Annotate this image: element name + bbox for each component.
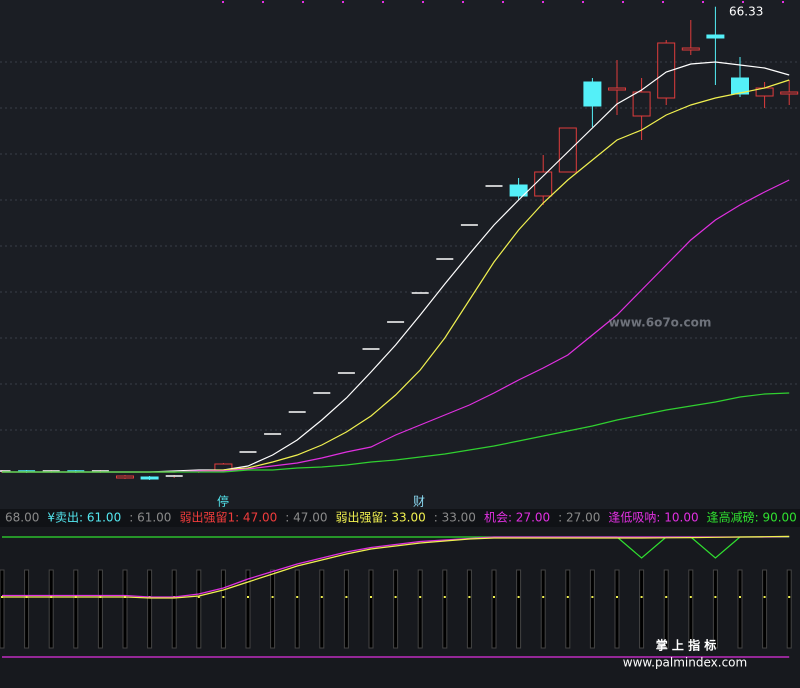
column bbox=[97, 569, 103, 649]
indicator-label: 68.00 bbox=[5, 511, 39, 525]
dot bbox=[788, 596, 791, 598]
dot bbox=[616, 596, 618, 598]
column bbox=[491, 569, 497, 649]
column bbox=[589, 569, 595, 649]
column bbox=[73, 569, 79, 649]
indicator-line bbox=[2, 535, 790, 599]
indicator-label: 逢低吸呐: 10.00 bbox=[608, 511, 698, 525]
column bbox=[614, 569, 620, 649]
column bbox=[171, 569, 177, 649]
candle-body bbox=[706, 34, 725, 39]
indicator-label: : 27.00 bbox=[558, 511, 600, 525]
candle-body bbox=[632, 91, 651, 117]
dot bbox=[419, 596, 422, 598]
watermark: 掌 上 指 标 bbox=[656, 638, 717, 653]
column bbox=[0, 569, 5, 649]
indicator-label: : 33.00 bbox=[434, 511, 476, 525]
dot bbox=[665, 596, 668, 598]
column bbox=[442, 569, 448, 649]
column bbox=[24, 569, 30, 649]
high-label: 66.33 bbox=[729, 5, 763, 19]
dot bbox=[394, 596, 397, 598]
top-dots bbox=[222, 1, 784, 3]
indicator-label: ¥卖出: 61.00 bbox=[47, 511, 121, 525]
indicator-label: : 47.00 bbox=[285, 511, 327, 525]
candle-body bbox=[140, 476, 159, 480]
dot bbox=[689, 596, 692, 598]
dot bbox=[714, 596, 717, 598]
annotation: 财 bbox=[413, 495, 425, 509]
dot bbox=[222, 596, 225, 598]
column bbox=[639, 569, 645, 649]
indicator-label: : 61.00 bbox=[129, 511, 171, 525]
candle-body bbox=[681, 47, 700, 51]
dot bbox=[566, 596, 569, 598]
candle-body bbox=[657, 42, 676, 99]
dot bbox=[591, 596, 594, 598]
column bbox=[368, 569, 374, 649]
dot bbox=[640, 596, 643, 598]
column bbox=[294, 569, 300, 649]
dot bbox=[468, 596, 471, 598]
candle-body bbox=[780, 91, 799, 95]
column bbox=[540, 569, 546, 649]
column bbox=[245, 569, 251, 649]
grid bbox=[0, 61, 800, 431]
candle-body bbox=[583, 81, 602, 107]
dot bbox=[739, 596, 741, 598]
column bbox=[196, 569, 202, 649]
dot bbox=[247, 596, 249, 598]
dot bbox=[296, 596, 299, 598]
dot bbox=[763, 596, 766, 598]
lower-panel-marks bbox=[0, 535, 792, 658]
column bbox=[147, 569, 153, 649]
column bbox=[712, 569, 718, 649]
candle-body bbox=[731, 77, 749, 95]
dot bbox=[320, 596, 323, 598]
column bbox=[737, 569, 743, 649]
column bbox=[565, 569, 571, 649]
candle-body bbox=[558, 127, 577, 173]
column bbox=[762, 569, 768, 649]
indicator-label: 弱出强留1: 47.00 bbox=[179, 511, 277, 525]
label-band bbox=[0, 509, 800, 527]
dot bbox=[345, 596, 348, 598]
column bbox=[688, 569, 694, 649]
indicator-label: 弱出强留: 33.00 bbox=[336, 511, 426, 525]
column bbox=[663, 569, 669, 649]
dot bbox=[197, 596, 200, 598]
column bbox=[466, 569, 472, 649]
indicator-line bbox=[2, 536, 790, 559]
annotation: 停 bbox=[217, 494, 229, 509]
column bbox=[393, 569, 399, 649]
column bbox=[343, 569, 349, 649]
dot bbox=[370, 596, 372, 598]
main-panel bbox=[0, 6, 799, 480]
column bbox=[270, 569, 276, 649]
indicator-line bbox=[2, 392, 790, 473]
dot bbox=[443, 596, 446, 598]
dot bbox=[493, 596, 495, 598]
candle-body bbox=[116, 475, 134, 479]
dot bbox=[517, 596, 520, 598]
column bbox=[319, 569, 325, 649]
watermark: www.6o7o.com bbox=[609, 316, 712, 330]
column bbox=[516, 569, 522, 649]
dot bbox=[542, 596, 545, 598]
column bbox=[48, 569, 54, 649]
dot bbox=[271, 596, 274, 598]
column bbox=[786, 569, 792, 649]
watermark: www.palmindex.com bbox=[623, 656, 747, 670]
indicator-label: 机会: 27.00 bbox=[484, 511, 550, 525]
candle-body bbox=[608, 87, 626, 91]
column bbox=[417, 569, 423, 649]
candle-body bbox=[509, 184, 528, 197]
column bbox=[220, 569, 226, 649]
indicator-line bbox=[2, 536, 790, 598]
indicator-label: 逢高减磅: 90.00 bbox=[707, 510, 797, 525]
column bbox=[122, 569, 128, 649]
